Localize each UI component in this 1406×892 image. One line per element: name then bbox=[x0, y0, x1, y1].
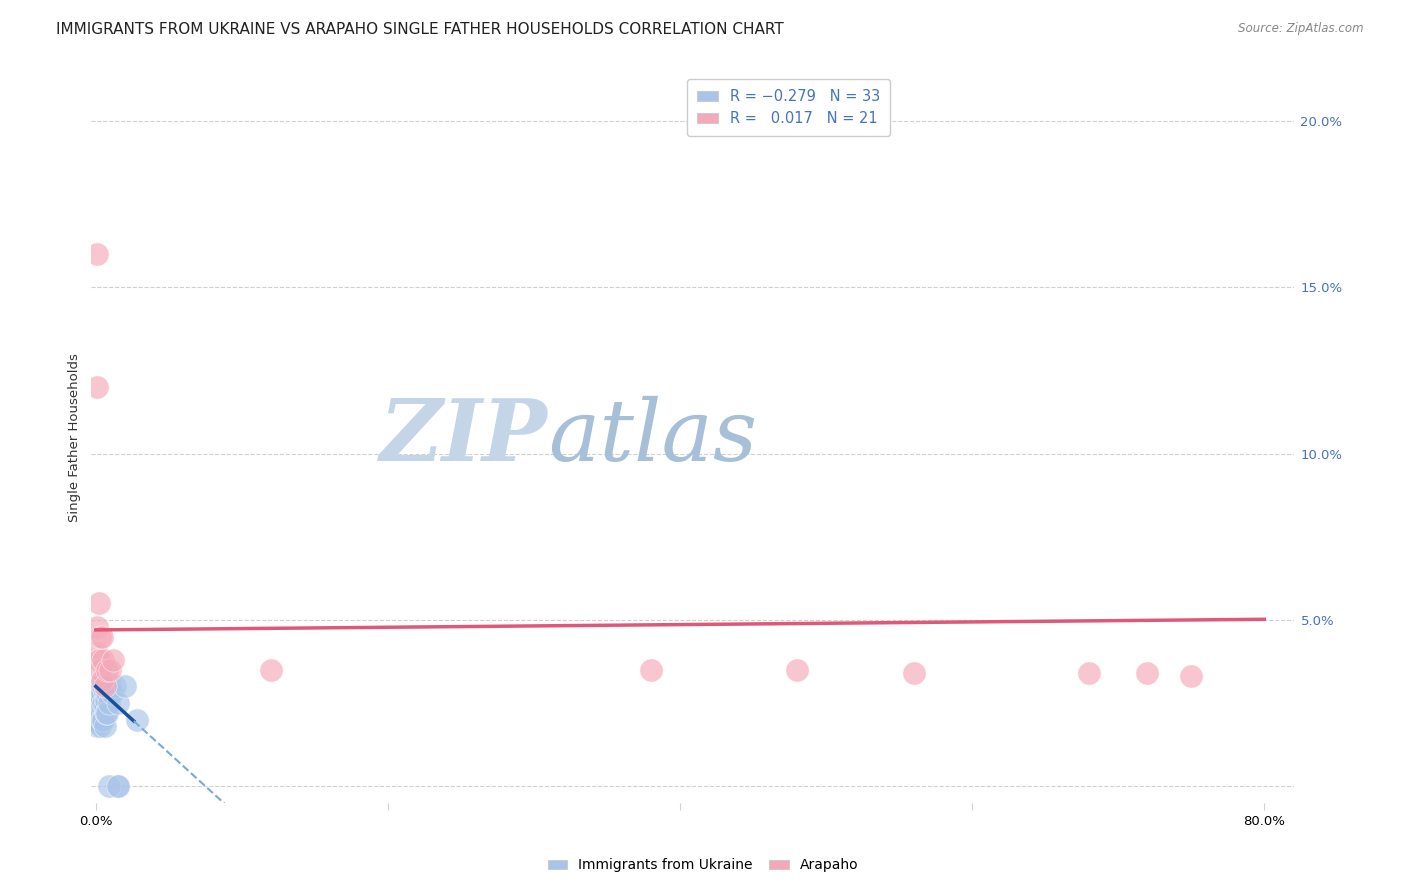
Text: IMMIGRANTS FROM UKRAINE VS ARAPAHO SINGLE FATHER HOUSEHOLDS CORRELATION CHART: IMMIGRANTS FROM UKRAINE VS ARAPAHO SINGL… bbox=[56, 22, 785, 37]
Point bbox=[96, 706, 118, 720]
Point bbox=[1180, 669, 1202, 683]
Point bbox=[100, 680, 122, 694]
Point bbox=[89, 692, 111, 706]
Point bbox=[1136, 666, 1159, 681]
Point bbox=[90, 686, 112, 700]
Point bbox=[107, 696, 129, 710]
Point bbox=[903, 666, 925, 681]
Point bbox=[1078, 666, 1101, 681]
Point bbox=[94, 692, 117, 706]
Point bbox=[97, 779, 120, 793]
Legend: Immigrants from Ukraine, Arapaho: Immigrants from Ukraine, Arapaho bbox=[541, 853, 865, 878]
Point bbox=[96, 686, 118, 700]
Point bbox=[89, 680, 111, 694]
Point bbox=[100, 663, 122, 677]
Point bbox=[86, 696, 108, 710]
Point bbox=[101, 686, 124, 700]
Point bbox=[89, 719, 111, 733]
Point bbox=[96, 663, 118, 677]
Point bbox=[90, 699, 112, 714]
Point bbox=[91, 696, 114, 710]
Point bbox=[107, 779, 129, 793]
Point bbox=[89, 706, 111, 720]
Point bbox=[104, 680, 127, 694]
Text: Source: ZipAtlas.com: Source: ZipAtlas.com bbox=[1239, 22, 1364, 36]
Point bbox=[86, 380, 108, 394]
Point bbox=[90, 713, 112, 727]
Point bbox=[90, 630, 112, 644]
Point bbox=[93, 699, 115, 714]
Point bbox=[87, 653, 110, 667]
Point bbox=[114, 680, 136, 694]
Point bbox=[90, 673, 112, 687]
Point bbox=[103, 653, 125, 667]
Point bbox=[87, 696, 110, 710]
Point bbox=[107, 779, 129, 793]
Point bbox=[93, 686, 115, 700]
Point bbox=[87, 706, 110, 720]
Point bbox=[87, 716, 110, 731]
Point bbox=[91, 653, 114, 667]
Point bbox=[89, 663, 111, 677]
Point bbox=[94, 706, 117, 720]
Text: atlas: atlas bbox=[548, 396, 758, 478]
Point bbox=[86, 619, 108, 633]
Point bbox=[86, 706, 108, 720]
Point bbox=[89, 630, 111, 644]
Point bbox=[91, 680, 114, 694]
Point bbox=[87, 686, 110, 700]
Point bbox=[260, 663, 283, 677]
Legend: R = −0.279   N = 33, R =   0.017   N = 21: R = −0.279 N = 33, R = 0.017 N = 21 bbox=[688, 78, 890, 136]
Point bbox=[640, 663, 662, 677]
Point bbox=[86, 646, 108, 660]
Point bbox=[87, 596, 110, 610]
Point bbox=[93, 719, 115, 733]
Point bbox=[125, 713, 148, 727]
Point bbox=[97, 696, 120, 710]
Point bbox=[91, 713, 114, 727]
Point bbox=[86, 247, 108, 261]
Point bbox=[86, 713, 108, 727]
Point bbox=[93, 680, 115, 694]
Point bbox=[86, 719, 108, 733]
Y-axis label: Single Father Households: Single Father Households bbox=[67, 352, 82, 522]
Text: ZIP: ZIP bbox=[381, 395, 548, 479]
Point bbox=[786, 663, 808, 677]
